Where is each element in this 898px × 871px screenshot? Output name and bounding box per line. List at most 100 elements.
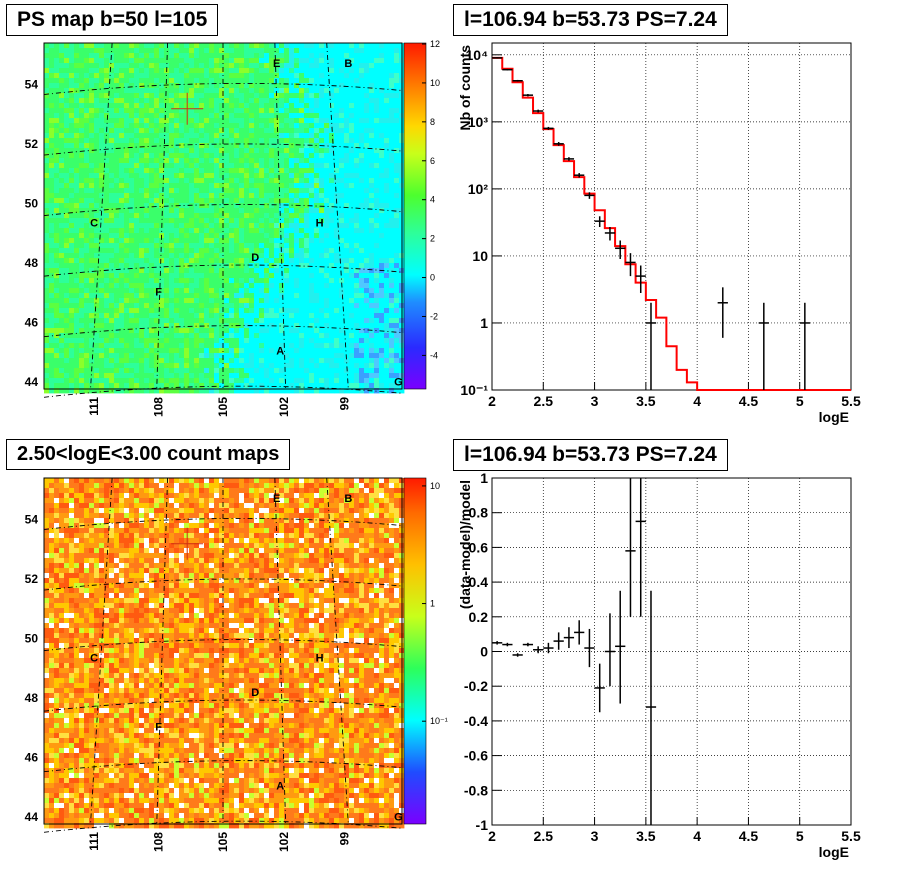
ps-map-pixel xyxy=(169,158,175,164)
ps-map-pixel xyxy=(129,253,135,259)
ps-map-pixel xyxy=(104,228,110,234)
ps-map-pixel xyxy=(349,188,355,194)
ps-map-pixel xyxy=(64,203,70,209)
ps-map-pixel xyxy=(269,93,275,99)
ps-map-pixel xyxy=(209,88,215,94)
ps-map-pixel xyxy=(239,273,245,279)
ps-map-pixel xyxy=(384,58,390,64)
ps-map-pixel xyxy=(264,188,270,194)
ps-map-pixel xyxy=(394,88,400,94)
ps-map-pixel xyxy=(64,43,70,49)
ps-map-pixel xyxy=(119,48,125,54)
ps-map-pixel xyxy=(259,303,265,309)
ps-map-pixel xyxy=(44,83,50,89)
ps-map-pixel xyxy=(119,238,125,244)
ps-map-pixel xyxy=(299,223,305,229)
ps-map-pixel xyxy=(359,63,365,69)
ps-map-pixel xyxy=(359,143,365,149)
ps-map-pixel xyxy=(264,343,270,349)
ps-map-pixel xyxy=(164,213,170,219)
ps-map-pixel xyxy=(134,58,140,64)
ps-map-pixel xyxy=(304,53,310,59)
ps-map-pixel xyxy=(374,103,380,109)
ps-map-pixel xyxy=(89,163,95,169)
ps-map-pixel xyxy=(374,273,380,279)
ps-map-pixel xyxy=(189,218,195,224)
ps-map-pixel xyxy=(314,288,320,294)
ps-map-pixel xyxy=(84,128,90,134)
ps-map-pixel xyxy=(69,203,75,209)
ps-map-pixel xyxy=(69,88,75,94)
ps-map-pixel xyxy=(379,63,385,69)
ps-map-pixel xyxy=(304,248,310,254)
ps-map-pixel xyxy=(184,298,190,304)
ps-map-pixel xyxy=(64,248,70,254)
ps-map-pixel xyxy=(339,268,345,274)
ps-map-pixel xyxy=(169,168,175,174)
ps-map-pixel xyxy=(204,318,210,324)
ps-map-pixel xyxy=(314,53,320,59)
ps-map-pixel xyxy=(144,383,150,389)
ps-map-pixel xyxy=(89,123,95,129)
ps-map-pixel xyxy=(79,98,85,104)
ps-map-pixel xyxy=(99,283,105,289)
ps-map-pixel xyxy=(384,243,390,249)
ps-map-pixel xyxy=(184,358,190,364)
ps-map-pixel xyxy=(299,158,305,164)
ps-map-pixel xyxy=(279,353,285,359)
ps-map-pixel xyxy=(274,43,280,49)
ps-map-pixel xyxy=(154,303,160,309)
ps-map-pixel xyxy=(164,83,170,89)
ps-map-pixel xyxy=(239,283,245,289)
ps-map-pixel xyxy=(214,93,220,99)
ps-map-pixel xyxy=(164,283,170,289)
ps-map-pixel xyxy=(279,128,285,134)
ps-map-pixel xyxy=(274,193,280,199)
ps-map-pixel xyxy=(179,233,185,239)
ps-map-pixel xyxy=(119,313,125,319)
ps-map-pixel xyxy=(239,53,245,59)
ps-map-pixel xyxy=(274,258,280,264)
ps-map-pixel xyxy=(339,98,345,104)
ps-map-pixel xyxy=(189,378,195,384)
ps-map-pixel xyxy=(64,93,70,99)
ps-map-pixel xyxy=(169,78,175,84)
ps-map-pixel xyxy=(354,163,360,169)
ps-map-pixel xyxy=(354,148,360,154)
ps-map-pixel xyxy=(289,123,295,129)
ps-map-pixel xyxy=(54,308,60,314)
ps-map-pixel xyxy=(374,128,380,134)
ps-map-pixel xyxy=(334,83,340,89)
ps-map-pixel xyxy=(134,158,140,164)
ps-map-pixel xyxy=(224,263,230,269)
ps-map-pixel xyxy=(219,128,225,134)
ps-map-pixel xyxy=(134,48,140,54)
ps-map-pixel xyxy=(169,68,175,74)
ps-map-pixel xyxy=(209,358,215,364)
ps-map-pixel xyxy=(69,258,75,264)
ps-map-pixel xyxy=(259,338,265,344)
ps-map-pixel xyxy=(394,383,400,389)
ps-map-pixel xyxy=(149,43,155,49)
ps-map-pixel xyxy=(284,328,290,334)
ps-map-pixel xyxy=(139,183,145,189)
ps-map-pixel xyxy=(394,223,400,229)
ps-map-pixel xyxy=(324,213,330,219)
ps-map-pixel xyxy=(339,293,345,299)
ps-map-pixel xyxy=(239,48,245,54)
ps-map-pixel xyxy=(54,158,60,164)
ps-map-pixel xyxy=(384,183,390,189)
ps-map-pixel xyxy=(329,208,335,214)
ps-map-pixel xyxy=(319,178,325,184)
ps-map-pixel xyxy=(289,368,295,374)
ps-map-pixel xyxy=(329,328,335,334)
ps-map-pixel xyxy=(54,133,60,139)
ps-map-pixel xyxy=(74,43,80,49)
map-bottom-title: 2.50<logE<3.00 count maps xyxy=(6,439,291,470)
ps-map-pixel xyxy=(214,243,220,249)
ps-map-pixel xyxy=(74,108,80,114)
ps-map-pixel xyxy=(244,118,250,124)
ps-map-pixel xyxy=(79,388,85,394)
